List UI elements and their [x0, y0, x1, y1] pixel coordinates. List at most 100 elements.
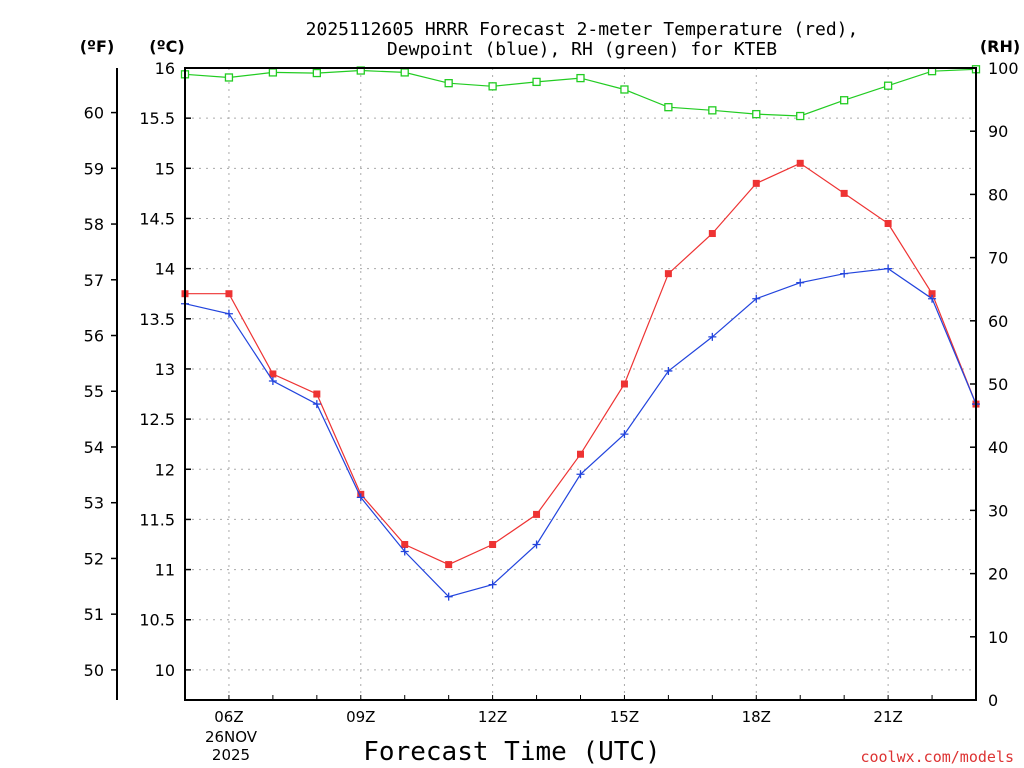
chart-title-line1: 2025112605 HRRR Forecast 2-meter Tempera… — [306, 19, 859, 40]
rh-tick-label: 20 — [988, 565, 1008, 584]
rh-point — [620, 85, 629, 94]
temperature-point — [884, 219, 892, 227]
date-line2: 2025 — [212, 746, 250, 764]
x-tick-label: 09Z — [346, 708, 375, 726]
rh-tick-label: 40 — [988, 438, 1008, 457]
temperature-point — [577, 450, 584, 458]
celsius-tick-label: 13 — [155, 360, 175, 379]
fahrenheit-tick-label: 60 — [84, 104, 104, 123]
chart-title-line2: Dewpoint (blue), RH (green) for KTEB — [387, 39, 777, 60]
rh-tick-label: 50 — [988, 375, 1008, 394]
rh-tick-label: 0 — [988, 691, 998, 710]
rh-tick-label: 30 — [988, 501, 1008, 520]
dewpoint-point — [928, 294, 937, 303]
dewpoint-point — [356, 493, 365, 502]
celsius-tick-label: 14.5 — [139, 209, 175, 228]
plot-frame — [184, 67, 977, 701]
dewpoint-point — [444, 592, 453, 601]
rh-point — [576, 73, 585, 83]
dewpoint-point — [400, 547, 409, 556]
temperature-point — [840, 189, 848, 197]
fahrenheit-tick-label: 56 — [84, 327, 104, 346]
rh-point — [664, 103, 673, 112]
temperature-point — [313, 390, 321, 398]
dewpoint-point — [224, 309, 233, 318]
x-axis-title: Forecast Time (UTC) — [363, 737, 660, 767]
celsius-tick-label: 12 — [155, 460, 175, 479]
rh-point — [532, 77, 541, 87]
dewpoint-point — [796, 278, 805, 287]
dewpoint-point — [488, 580, 497, 589]
fahrenheit-tick-label: 50 — [84, 661, 104, 680]
temperature-point — [533, 510, 541, 518]
rh-point — [883, 81, 893, 90]
fahrenheit-tick-label: 51 — [84, 605, 104, 624]
dewpoint-point — [576, 470, 585, 479]
temperature-point — [445, 561, 453, 569]
x-tick-label: 21Z — [873, 708, 902, 726]
rh-axis-label: (RH) — [980, 37, 1020, 56]
dewpoint-point — [752, 294, 761, 303]
dewpoint-point — [312, 400, 321, 409]
rh-tick-label: 80 — [988, 185, 1008, 204]
rh-point — [488, 82, 497, 91]
rh-point — [224, 73, 234, 82]
rh-point — [400, 68, 409, 77]
temperature-point — [928, 290, 936, 298]
temperature-point — [664, 270, 672, 278]
celsius-tick-label: 10 — [155, 661, 175, 680]
fahrenheit-tick-label: 53 — [84, 494, 104, 513]
dewpoint-point — [664, 366, 673, 375]
rh-tick-label: 10 — [988, 628, 1008, 647]
rh-point — [708, 106, 717, 115]
celsius-tick-label: 12.5 — [139, 410, 175, 429]
x-tick-label: 12Z — [478, 708, 507, 726]
dewpoint-point — [532, 540, 541, 549]
celsius-axis: 10 10.5 11 11.5 12 12.5 13 13.5 14 14.5 15 15.5 16 — [139, 59, 191, 680]
fahrenheit-axis: 50 51 52 53 54 55 56 57 58 59 60 — [84, 104, 117, 680]
rh-tick-label: 60 — [988, 312, 1008, 331]
celsius-tick-label: 14 — [155, 260, 175, 279]
dewpoint-line — [184, 267, 977, 598]
celsius-tick-label: 16 — [155, 59, 175, 78]
temperature-line — [185, 162, 977, 566]
fahrenheit-tick-label: 55 — [84, 382, 104, 401]
temperature-point — [401, 541, 409, 549]
rh-point — [444, 79, 453, 88]
rh-tick-label: 70 — [988, 249, 1008, 268]
celsius-tick-label: 13.5 — [139, 310, 175, 329]
rh-tick-label: 100 — [988, 59, 1019, 78]
rh-point — [796, 111, 805, 121]
rh-axis: 0 10 20 30 40 50 60 70 80 90 100 — [970, 59, 1019, 710]
temperature-point — [708, 230, 716, 238]
dewpoint-point — [840, 269, 849, 278]
dewpoint-point — [620, 430, 629, 439]
temperature-point — [269, 370, 277, 378]
dewpoint-point — [708, 332, 717, 341]
temperature-point — [620, 380, 628, 388]
gridlines — [185, 67, 976, 700]
rh-point — [312, 68, 321, 78]
date-line1: 26NOV — [205, 728, 258, 746]
fahrenheit-tick-label: 54 — [84, 438, 104, 457]
x-tick-label: 18Z — [742, 708, 771, 726]
rh-point — [268, 68, 278, 77]
series-layer — [180, 65, 981, 601]
temperature-point — [489, 541, 497, 549]
fahrenheit-tick-label: 52 — [84, 549, 104, 568]
fahrenheit-axis-label: (ºF) — [80, 37, 115, 56]
x-tick-label: 06Z — [214, 708, 243, 726]
x-axis: 06Z 09Z 12Z 15Z 18Z 21Z — [184, 695, 977, 726]
temperature-point — [752, 179, 760, 187]
celsius-tick-label: 15 — [155, 159, 175, 178]
rh-tick-label: 90 — [988, 122, 1008, 141]
rh-point — [752, 109, 761, 119]
fahrenheit-tick-label: 57 — [84, 271, 104, 290]
celsius-tick-label: 15.5 — [139, 109, 175, 128]
temperature-point — [225, 290, 233, 298]
celsius-axis-label: (ºC) — [149, 37, 184, 56]
temperature-point — [796, 159, 804, 167]
x-tick-label: 15Z — [610, 708, 639, 726]
celsius-tick-label: 11 — [155, 561, 175, 580]
